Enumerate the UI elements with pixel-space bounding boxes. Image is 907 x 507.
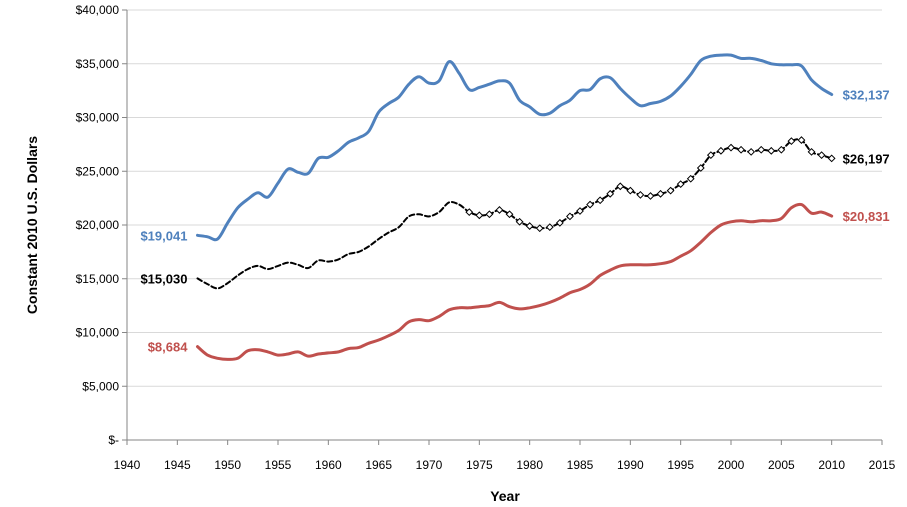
y-tick-label: $-: [108, 433, 119, 447]
diamond-marker: [777, 145, 786, 154]
middle-series-line: [196, 138, 833, 290]
axes: [122, 9, 883, 445]
x-tick-label: 1970: [416, 458, 443, 472]
diamond-marker: [686, 174, 695, 183]
y-tick-labels: $- $5,000 $10,000 $15,000 $20,000 $25,000 $30,…: [76, 3, 120, 447]
diamond-marker: [586, 200, 594, 209]
diamond-marker: [566, 212, 574, 221]
diamond-marker: [535, 224, 544, 233]
top-series-start-label: $19,041: [140, 228, 187, 243]
x-tick-label: 1980: [516, 458, 543, 472]
diamond-marker: [807, 147, 816, 156]
diamond-marker: [505, 210, 514, 219]
bottom-series-line: [196, 202, 834, 361]
diamond-marker: [646, 192, 655, 200]
diamond-marker: [576, 207, 584, 215]
diamond-marker: [787, 137, 796, 146]
diamond-marker: [555, 218, 564, 227]
diamond-marker: [525, 222, 534, 230]
y-tick-label: $25,000: [76, 164, 120, 178]
diamond-marker: [616, 182, 625, 191]
x-tick-label: 2015: [869, 458, 896, 472]
diamond-marker: [797, 136, 806, 144]
x-tick-label: 1950: [214, 458, 241, 472]
x-tick-label: 1940: [114, 458, 141, 472]
middle-series-end-label: $26,197: [843, 151, 890, 166]
diamond-marker: [626, 186, 635, 195]
x-tick-label: 2010: [818, 458, 845, 472]
diamond-marker: [656, 189, 665, 198]
x-tick-label: 1985: [567, 458, 594, 472]
x-tick-label: 1955: [265, 458, 292, 472]
x-tick-label: 1995: [667, 458, 694, 472]
series-lines: [196, 53, 834, 361]
x-tick-label: 2005: [768, 458, 795, 472]
y-tick-label: $10,000: [76, 326, 120, 340]
diamond-marker: [515, 217, 524, 226]
y-tick-label: $15,000: [76, 272, 120, 286]
diamond-marker: [737, 145, 745, 154]
diamond-marker: [636, 190, 645, 199]
bottom-series-end-label: $20,831: [843, 209, 890, 224]
y-tick-label: $40,000: [76, 3, 120, 17]
x-tick-label: 1960: [315, 458, 342, 472]
diamond-marker: [676, 180, 685, 189]
x-tick-label: 1965: [365, 458, 392, 472]
x-tick-label: 2000: [718, 458, 745, 472]
diamond-marker: [696, 164, 705, 172]
diamond-marker: [827, 154, 836, 163]
diamond-marker: [465, 208, 474, 217]
top-series-line: [196, 53, 834, 242]
diamond-marker: [596, 196, 605, 205]
series-end-labels: $19,041 $32,137 $15,030 $26,197 $8,684 $20,83…: [140, 88, 889, 355]
x-tick-label: 1975: [466, 458, 493, 472]
diamond-marker: [757, 145, 766, 154]
diamond-marker: [706, 151, 715, 160]
diamond-marker: [767, 146, 776, 155]
x-tick-label: 1945: [164, 458, 191, 472]
middle-series-start-label: $15,030: [140, 271, 187, 286]
diamond-marker: [606, 189, 615, 198]
diamond-marker: [545, 223, 554, 232]
diamond-marker: [727, 143, 735, 152]
top-series-end-label: $32,137: [843, 88, 890, 103]
y-tick-label: $35,000: [76, 57, 120, 71]
y-tick-label: $5,000: [82, 379, 119, 393]
y-tick-label: $30,000: [76, 111, 120, 125]
x-tick-label: 1990: [617, 458, 644, 472]
y-tick-label: $20,000: [76, 218, 120, 232]
diamond-marker: [717, 146, 725, 155]
x-axis-title: Year: [490, 488, 520, 504]
x-tick-labels: 1940 1945 1950 1955 1960 1965 1970 1975 1980 1985…: [114, 458, 896, 472]
series-markers: [465, 136, 836, 233]
diamond-marker: [747, 147, 756, 156]
y-axis-title: Constant 2010 U.S. Dollars: [24, 136, 40, 314]
gridlines: [127, 9, 882, 441]
diamond-marker: [495, 206, 504, 214]
diamond-marker: [475, 211, 484, 220]
bottom-series-start-label: $8,684: [148, 340, 189, 355]
diamond-marker: [666, 186, 675, 195]
diamond-marker: [485, 210, 494, 219]
diamond-marker: [817, 151, 826, 160]
